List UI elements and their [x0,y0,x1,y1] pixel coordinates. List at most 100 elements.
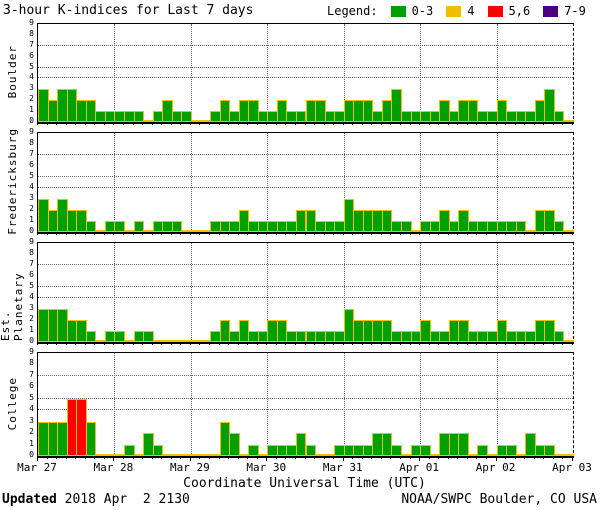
k-bar [315,100,326,122]
day-gridline [343,243,345,342]
slot-tick [122,233,124,235]
slot-tick [170,123,172,125]
y-gridline-4 [38,187,573,188]
slot-tick [151,343,153,345]
slot-tick [161,233,163,235]
slot-tick [304,123,306,125]
slot-tick [247,123,249,125]
x-tick-label: Apr 02 [475,461,516,474]
slot-tick [409,123,411,125]
y-tick-label: 0 [29,116,34,125]
slot-tick [228,123,230,125]
k-bar [467,100,479,122]
slot-tick [103,457,105,459]
k-bar [152,444,164,456]
slot-tick [208,343,210,345]
day-tick [572,457,573,461]
slot-tick [543,457,545,459]
slot-tick [256,123,258,125]
slot-tick [314,457,316,459]
k-bar [391,444,403,456]
slot-tick [56,123,58,125]
day-gridline [420,243,422,342]
day-gridline [267,133,269,232]
y-tick-label: 7 [29,149,34,158]
slot-tick [37,343,38,345]
slot-tick [400,343,402,345]
slot-tick [438,457,440,459]
slot-tick [486,233,488,235]
k-bar [553,331,565,342]
slot-tick [103,343,105,345]
x-tick-label: Apr 01 [399,461,440,474]
k-bar [391,89,403,122]
k-bar [181,111,192,122]
slot-tick [228,343,230,345]
slot-tick [65,457,67,459]
slot-tick [132,343,134,345]
day-gridline [190,353,192,456]
slot-tick [361,457,363,459]
slot-tick [543,343,545,345]
day-gridline [114,133,116,232]
slot-tick [285,343,287,345]
panel-fredericksburg [37,132,574,234]
slot-tick [189,233,191,235]
y-tick-label: 1 [29,105,34,115]
y-tick-label: 1 [29,325,34,334]
slot-tick [65,123,67,125]
slot-tick [572,233,573,235]
y-gridline-5 [38,176,573,177]
slot-tick [84,343,86,345]
slot-tick [466,233,468,235]
slot-tick [457,457,459,459]
slot-tick [189,343,191,345]
slot-tick [94,343,96,345]
slot-tick [247,233,249,235]
k-bar [219,100,231,122]
slot-tick [409,457,411,459]
day-gridline [343,353,345,456]
slot-tick [142,343,144,345]
y-tick-label: 9 [29,347,34,356]
y-tick-label: 0 [29,336,34,345]
slot-tick [275,233,277,235]
slot-tick [46,343,48,345]
k-bar [362,100,374,122]
y-gridline-7 [38,264,573,265]
slot-tick [132,457,134,459]
slot-tick [572,123,573,125]
legend-item: 0-3 [390,4,433,18]
station-label-wrap: Boulder [4,23,20,121]
slot-tick [94,123,96,125]
slot-tick [56,233,58,235]
day-gridline [343,133,345,232]
legend-item-label: 5,6 [508,4,531,18]
y-tick-label: 7 [29,369,34,379]
k-bar [563,120,574,122]
slot-tick [342,123,344,125]
y-tick-label: 9 [29,237,34,246]
k-bar [496,100,508,122]
k-bar [114,221,125,232]
slot-tick [237,123,239,125]
k-bar [544,444,555,456]
slot-tick [314,343,316,345]
slot-tick [438,123,440,125]
k-bar [477,444,488,456]
slot-tick [447,233,449,235]
y-gridline-5 [38,397,573,399]
slot-tick [84,233,86,235]
y-tick-label: 3 [29,415,34,425]
slot-tick [323,233,325,235]
slot-tick [84,457,86,459]
slot-tick [400,123,402,125]
x-tick-label: Mar 29 [169,461,210,474]
slot-tick [218,457,220,459]
legend-swatch-5-6 [487,5,503,17]
slot-tick [103,123,105,125]
k-bar [248,100,259,122]
day-tick [113,457,115,461]
y-tick-label: 5 [29,171,34,180]
slot-tick [380,123,382,125]
